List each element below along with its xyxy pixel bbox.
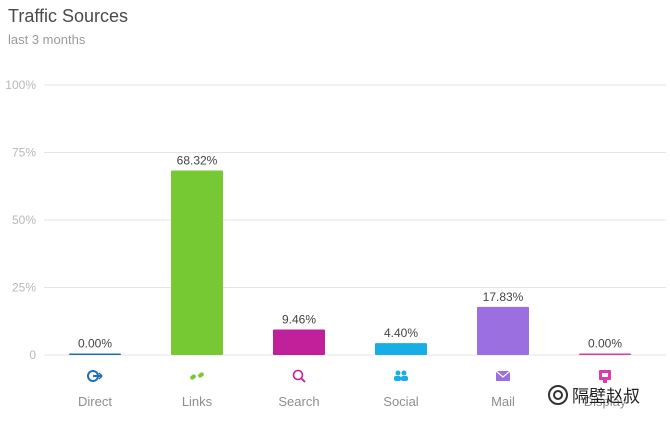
category-label: Display bbox=[584, 394, 627, 409]
social-icon bbox=[394, 370, 408, 381]
display-icon bbox=[599, 370, 611, 383]
watermark-logo-icon bbox=[548, 384, 568, 405]
bar-links[interactable] bbox=[171, 170, 223, 355]
value-label: 68.32% bbox=[177, 154, 218, 168]
y-tick-label: 100% bbox=[5, 78, 36, 92]
search-icon bbox=[292, 369, 306, 383]
y-tick-label: 0 bbox=[29, 348, 36, 362]
category-label: Social bbox=[383, 394, 419, 409]
value-labels: 0.00% 68.32% 9.46% 4.40% 17.83% 0.00% bbox=[78, 154, 622, 351]
category-label: Mail bbox=[491, 394, 515, 409]
value-label: 0.00% bbox=[78, 337, 112, 351]
chart-title: Traffic Sources bbox=[8, 6, 129, 26]
value-label: 9.46% bbox=[282, 312, 316, 326]
bar-display[interactable] bbox=[579, 353, 631, 356]
bar-search[interactable] bbox=[273, 329, 325, 355]
category-icons bbox=[87, 369, 611, 383]
bar-social[interactable] bbox=[375, 343, 427, 355]
category-labels: Direct Links Search Social Mail Display bbox=[78, 394, 627, 409]
category-label: Direct bbox=[78, 394, 112, 409]
grid-lines bbox=[44, 84, 666, 356]
y-tick-label: 25% bbox=[12, 281, 36, 295]
bars bbox=[69, 170, 631, 356]
bar-direct[interactable] bbox=[69, 353, 121, 356]
value-label: 4.40% bbox=[384, 326, 418, 340]
watermark: 隔壁赵叔 bbox=[548, 382, 640, 407]
value-label: 0.00% bbox=[588, 337, 622, 351]
y-axis-ticks: 0 25% 50% 75% 100% bbox=[5, 78, 36, 362]
bar-mail[interactable] bbox=[477, 306, 529, 355]
links-icon bbox=[190, 372, 204, 380]
y-tick-label: 50% bbox=[12, 213, 36, 227]
watermark-text: 隔壁赵叔 bbox=[572, 387, 640, 406]
category-label: Links bbox=[182, 394, 213, 409]
value-label: 17.83% bbox=[483, 290, 524, 304]
y-tick-label: 75% bbox=[12, 146, 36, 160]
category-label: Search bbox=[278, 394, 319, 409]
direct-icon bbox=[87, 370, 103, 382]
mail-icon bbox=[495, 370, 511, 381]
chart-subtitle: last 3 months bbox=[8, 32, 86, 47]
